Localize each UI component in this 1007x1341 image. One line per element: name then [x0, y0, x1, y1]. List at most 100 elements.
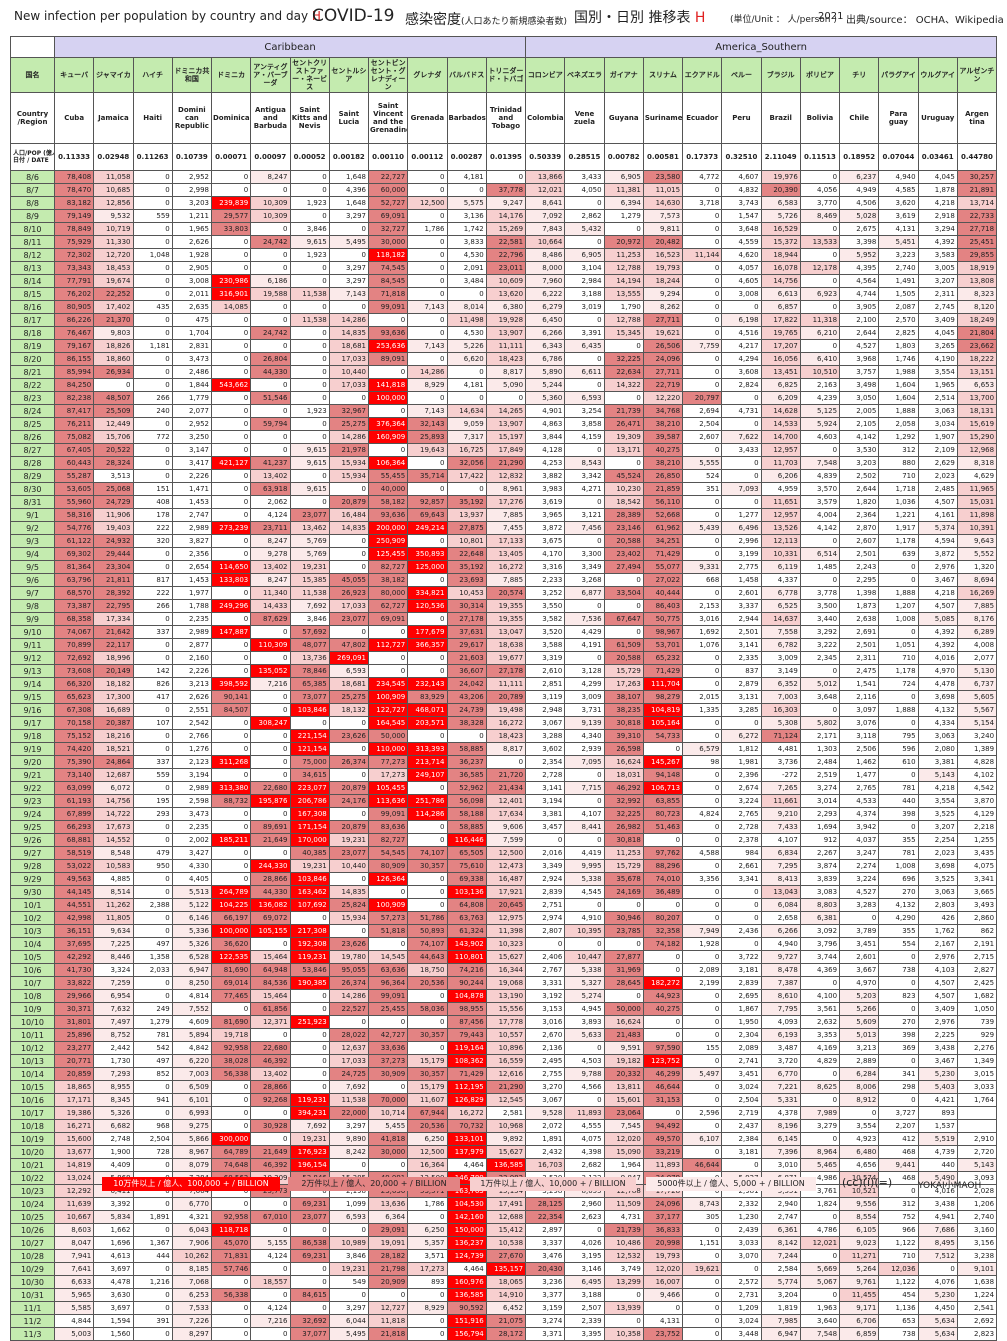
- value-cell: 46,392: [250, 1158, 291, 1172]
- value-cell: 0: [250, 651, 291, 665]
- value-cell: 2,976: [917, 560, 958, 574]
- value-cell: 0: [210, 1301, 252, 1315]
- value-cell: 51,463: [642, 820, 684, 834]
- value-cell: 104,225: [210, 898, 252, 912]
- value-cell: 2,089: [682, 963, 723, 977]
- value-cell: 3,274: [525, 1314, 566, 1328]
- value-cell: 311,268: [210, 755, 252, 769]
- value-cell: 11,538: [289, 287, 330, 301]
- value-cell: 24,725: [328, 1067, 370, 1081]
- value-cell: 6,145: [760, 1132, 801, 1146]
- value-cell: 1,303: [799, 742, 841, 756]
- value-cell: 25,509: [93, 404, 134, 418]
- value-cell: 0: [367, 885, 409, 899]
- value-cell: 1,255: [956, 833, 998, 847]
- value-cell: 0: [250, 313, 291, 327]
- value-cell: 230,986: [210, 274, 252, 288]
- value-cell: 14,835: [328, 885, 370, 899]
- value-cell: 30,946: [603, 911, 644, 925]
- value-cell: 8,079: [171, 1158, 213, 1172]
- value-cell: 18,453: [93, 261, 134, 275]
- value-cell: 29,966: [53, 989, 95, 1003]
- value-cell: 2,388: [132, 898, 173, 912]
- value-cell: 6,905: [564, 248, 605, 262]
- value-cell: 4,901: [525, 404, 566, 418]
- value-cell: 15,269: [485, 222, 527, 236]
- value-cell: 26,506: [642, 339, 684, 353]
- value-cell: 2,504: [132, 1132, 173, 1146]
- value-cell: 2,339: [564, 1314, 605, 1328]
- value-cell: 5,226: [446, 339, 487, 353]
- value-cell: 2,626: [171, 690, 213, 704]
- value-cell: 61,962: [642, 521, 684, 535]
- value-cell: 3,337: [721, 599, 762, 613]
- value-cell: 4,609: [171, 1015, 213, 1029]
- date-cell: 9/9: [10, 612, 55, 626]
- value-cell: 32,692: [289, 1314, 330, 1328]
- value-cell: 0: [328, 547, 370, 561]
- value-cell: 93,636: [367, 326, 409, 340]
- value-cell: 2,058: [878, 417, 919, 431]
- value-cell: 2,023: [917, 469, 958, 483]
- value-cell: 7,885: [485, 508, 527, 522]
- value-cell: 4,294: [721, 352, 762, 366]
- page-header: New infection per population by country …: [0, 0, 1007, 34]
- value-cell: 2,740: [878, 261, 919, 275]
- value-cell: 45,070: [210, 1236, 252, 1250]
- value-cell: 0: [210, 872, 252, 886]
- value-cell: 2,803: [917, 898, 958, 912]
- value-cell: 105,155: [250, 924, 291, 938]
- value-cell: 5,003: [53, 1327, 95, 1341]
- value-cell: 2,879: [721, 677, 762, 691]
- value-cell: 3,341: [956, 872, 998, 886]
- value-cell: 2,436: [721, 924, 762, 938]
- value-cell: 2,570: [878, 313, 919, 327]
- value-cell: 73,077: [289, 690, 330, 704]
- value-cell: 9,247: [485, 196, 527, 210]
- date-cell: 10/26: [10, 1223, 55, 1237]
- value-cell: 2,765: [721, 807, 762, 821]
- value-cell: 0: [407, 781, 448, 795]
- value-cell: 9,890: [328, 1132, 370, 1146]
- value-cell: 18,244: [642, 274, 684, 288]
- table-row: 10/10 31,801 7,497 1,279 4,609 81,690 12,371 25…: [10, 1015, 998, 1029]
- value-cell: 10,667: [53, 1210, 95, 1224]
- value-cell: 0: [407, 274, 448, 288]
- value-cell: 12,788: [603, 313, 644, 327]
- value-cell: 15,464: [250, 950, 291, 964]
- value-cell: 244,330: [250, 859, 291, 873]
- value-cell: 559: [132, 209, 173, 223]
- value-cell: 6,579: [682, 742, 723, 756]
- value-cell: 62,727: [367, 599, 409, 613]
- value-cell: 0: [250, 300, 291, 314]
- value-cell: 2,598: [171, 794, 213, 808]
- value-cell: 22,680: [250, 1041, 291, 1055]
- value-cell: 0: [210, 638, 252, 652]
- value-cell: 4,503: [564, 1054, 605, 1068]
- value-cell: 98: [682, 755, 723, 769]
- value-cell: 0: [132, 833, 173, 847]
- value-cell: 6,101: [171, 1093, 213, 1107]
- date-cell: 8/8: [10, 196, 55, 210]
- population-cell: 0.11513: [799, 143, 841, 171]
- value-cell: 1,224: [956, 1288, 998, 1302]
- value-cell: 7,259: [93, 976, 134, 990]
- value-cell: 39,310: [603, 729, 644, 743]
- value-cell: 3,630: [93, 1288, 134, 1302]
- value-cell: 6,410: [799, 352, 841, 366]
- value-cell: 85,994: [53, 365, 95, 379]
- value-cell: 70,899: [53, 638, 95, 652]
- value-cell: 2,601: [839, 950, 880, 964]
- value-cell: 37,778: [485, 183, 527, 197]
- value-cell: 113,636: [367, 794, 409, 808]
- value-cell: 3,252: [525, 586, 566, 600]
- value-cell: 1,051: [878, 638, 919, 652]
- value-cell: 3,381: [917, 755, 958, 769]
- value-cell: 21,739: [603, 404, 644, 418]
- value-cell: 1,746: [878, 352, 919, 366]
- country-en-name: Chile: [839, 92, 880, 144]
- value-cell: 23,011: [485, 261, 527, 275]
- value-cell: 13,700: [956, 391, 998, 405]
- value-cell: 0: [210, 846, 252, 860]
- value-cell: 171,154: [289, 820, 330, 834]
